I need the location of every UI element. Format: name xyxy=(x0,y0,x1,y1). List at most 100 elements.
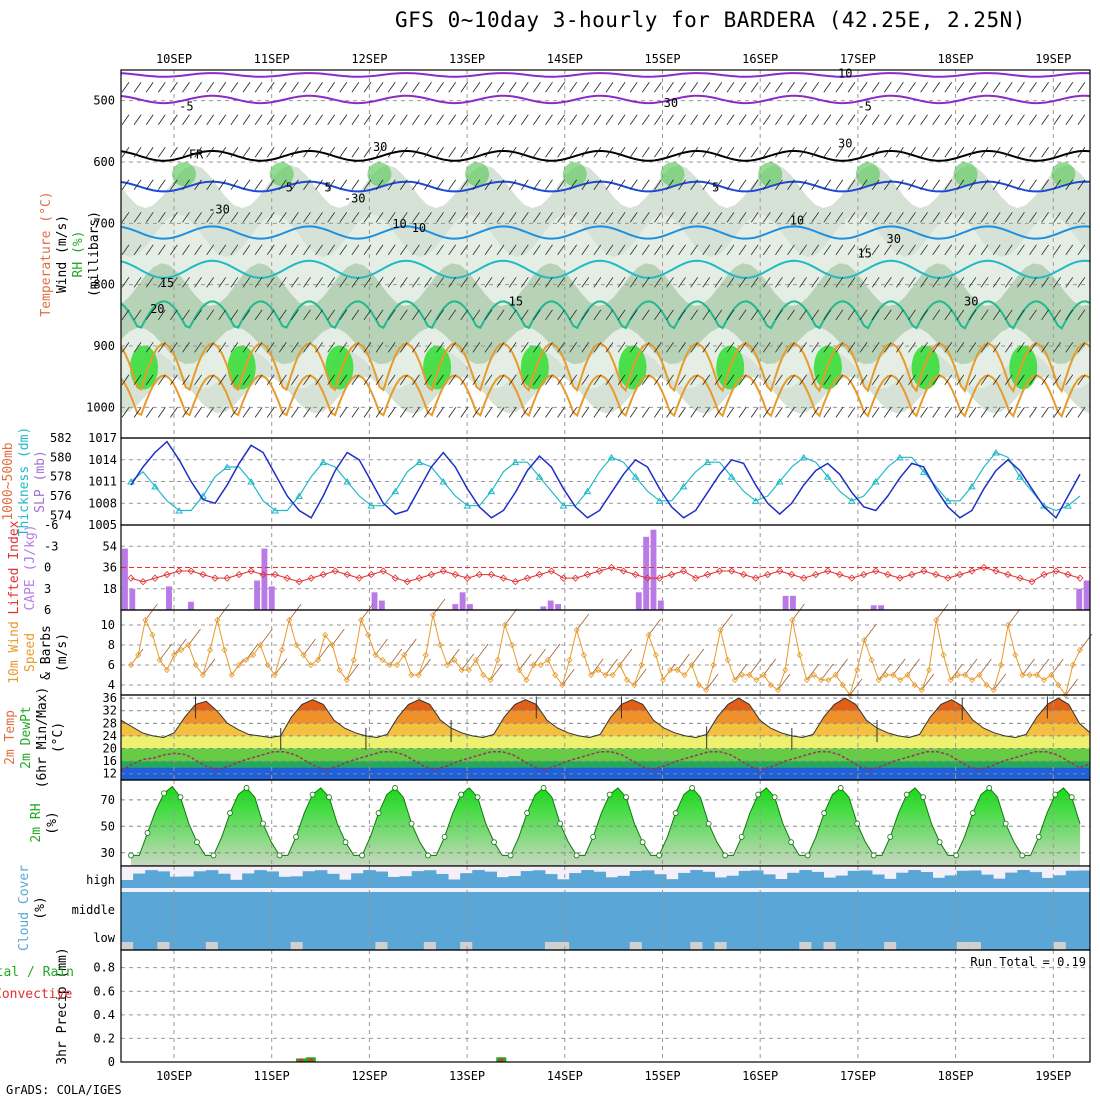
wind-barb xyxy=(593,407,602,418)
wind-barb xyxy=(230,277,239,288)
wind-barb xyxy=(424,374,432,386)
wind-barb xyxy=(436,82,444,93)
wind-tick-label: 10 xyxy=(101,618,115,632)
li-point xyxy=(680,567,688,575)
wind-barb xyxy=(835,374,844,386)
wind-barb xyxy=(992,244,1001,256)
li-point xyxy=(836,571,844,579)
wind-barb xyxy=(762,147,771,158)
wind-barb xyxy=(278,309,287,321)
wind-barb xyxy=(460,342,469,353)
rh-point xyxy=(359,852,365,859)
cloud-high-bar xyxy=(569,873,582,888)
wind-speed-point xyxy=(314,656,321,664)
wind-barb xyxy=(714,244,723,256)
wind-barb xyxy=(569,342,578,353)
cape-bar xyxy=(878,605,884,610)
wind-speed-point xyxy=(293,641,300,649)
cloud-low-bar xyxy=(423,942,436,950)
li-point xyxy=(595,567,604,575)
wind-barb xyxy=(351,374,360,386)
li-point xyxy=(896,574,904,582)
wind-speed-point xyxy=(825,676,832,684)
wind-barb xyxy=(278,179,287,191)
wind-barb xyxy=(738,82,747,93)
precip-frame xyxy=(120,949,1091,1063)
wind-barb xyxy=(170,407,178,418)
wind-barb-10m xyxy=(921,673,935,691)
top-day-label: 13SEP xyxy=(449,52,485,66)
wind-barb xyxy=(399,374,408,386)
wind-barb xyxy=(968,147,977,158)
wind-barb xyxy=(484,244,493,256)
thickness-point xyxy=(607,453,616,461)
cloud-high-bar xyxy=(290,876,304,888)
wind-barb xyxy=(678,374,686,386)
wind-barb xyxy=(811,277,820,288)
wind-barb xyxy=(726,147,735,158)
wind-barb xyxy=(303,82,311,93)
li-point xyxy=(980,563,988,572)
wind-barb xyxy=(823,309,832,321)
wind-barb xyxy=(351,277,360,288)
wind-barb-10m xyxy=(633,668,647,686)
contour-label: 10 xyxy=(412,221,426,235)
wind-barb xyxy=(448,309,457,321)
wind-barb xyxy=(266,147,275,158)
wind-speed-point xyxy=(1005,621,1012,629)
top-day-label: 14SEP xyxy=(547,52,583,66)
li-tick-label: -3 xyxy=(44,539,58,553)
wind-barb xyxy=(496,374,505,386)
cloud-low-bar xyxy=(121,942,134,950)
wind-speed-point xyxy=(810,671,818,679)
wind-barb xyxy=(121,179,130,191)
wind-barb xyxy=(666,114,674,126)
wind-barb xyxy=(145,309,154,321)
wind-barb xyxy=(908,244,916,256)
wind-barb xyxy=(908,179,916,191)
wind-speed-point xyxy=(336,666,343,674)
wind-barb xyxy=(218,114,227,126)
wind-barb xyxy=(291,212,299,223)
wind-barb xyxy=(714,277,723,288)
wind-speed-point xyxy=(875,676,882,684)
wind-barb xyxy=(351,244,360,256)
wind-barb xyxy=(194,82,202,93)
rh-label: (%) xyxy=(45,811,60,834)
wind-barb xyxy=(157,407,166,418)
wind-label: 10m Wind xyxy=(7,621,22,684)
wind-barb xyxy=(702,82,711,93)
wind-barb xyxy=(726,82,735,93)
wind-barb xyxy=(303,114,311,126)
thickness-point xyxy=(847,497,856,504)
wind-barb xyxy=(242,82,251,93)
wind-barb-10m xyxy=(792,603,805,621)
wind-barb xyxy=(1065,374,1074,386)
wind-barb xyxy=(787,147,795,158)
wind-barb xyxy=(230,407,239,418)
wind-barb xyxy=(145,114,154,126)
rh-point xyxy=(573,852,580,859)
wind-barb-10m xyxy=(950,663,963,681)
wind-barb xyxy=(617,342,626,353)
wind-barb xyxy=(230,147,239,158)
cape-tick-label: 36 xyxy=(103,561,117,575)
wind-barb xyxy=(121,147,130,158)
pressure-tick-label: 900 xyxy=(93,339,115,353)
wind-barb xyxy=(508,179,517,191)
wind-barb xyxy=(351,147,360,158)
wind-barb-10m xyxy=(720,613,733,631)
rh-point xyxy=(177,794,184,801)
wind-barb xyxy=(303,244,311,256)
wind-barb xyxy=(726,179,735,191)
wind-barb xyxy=(1004,212,1013,223)
wind-barb xyxy=(194,179,202,191)
wind-barb xyxy=(750,212,759,223)
cloud-low-bar xyxy=(460,942,473,950)
wind-speed-point xyxy=(861,636,868,644)
wind-barb xyxy=(859,82,868,93)
wind-barb xyxy=(787,179,795,191)
cloud-low-bar xyxy=(544,942,558,950)
wind-barb xyxy=(932,407,941,418)
wind-barb xyxy=(520,374,529,386)
